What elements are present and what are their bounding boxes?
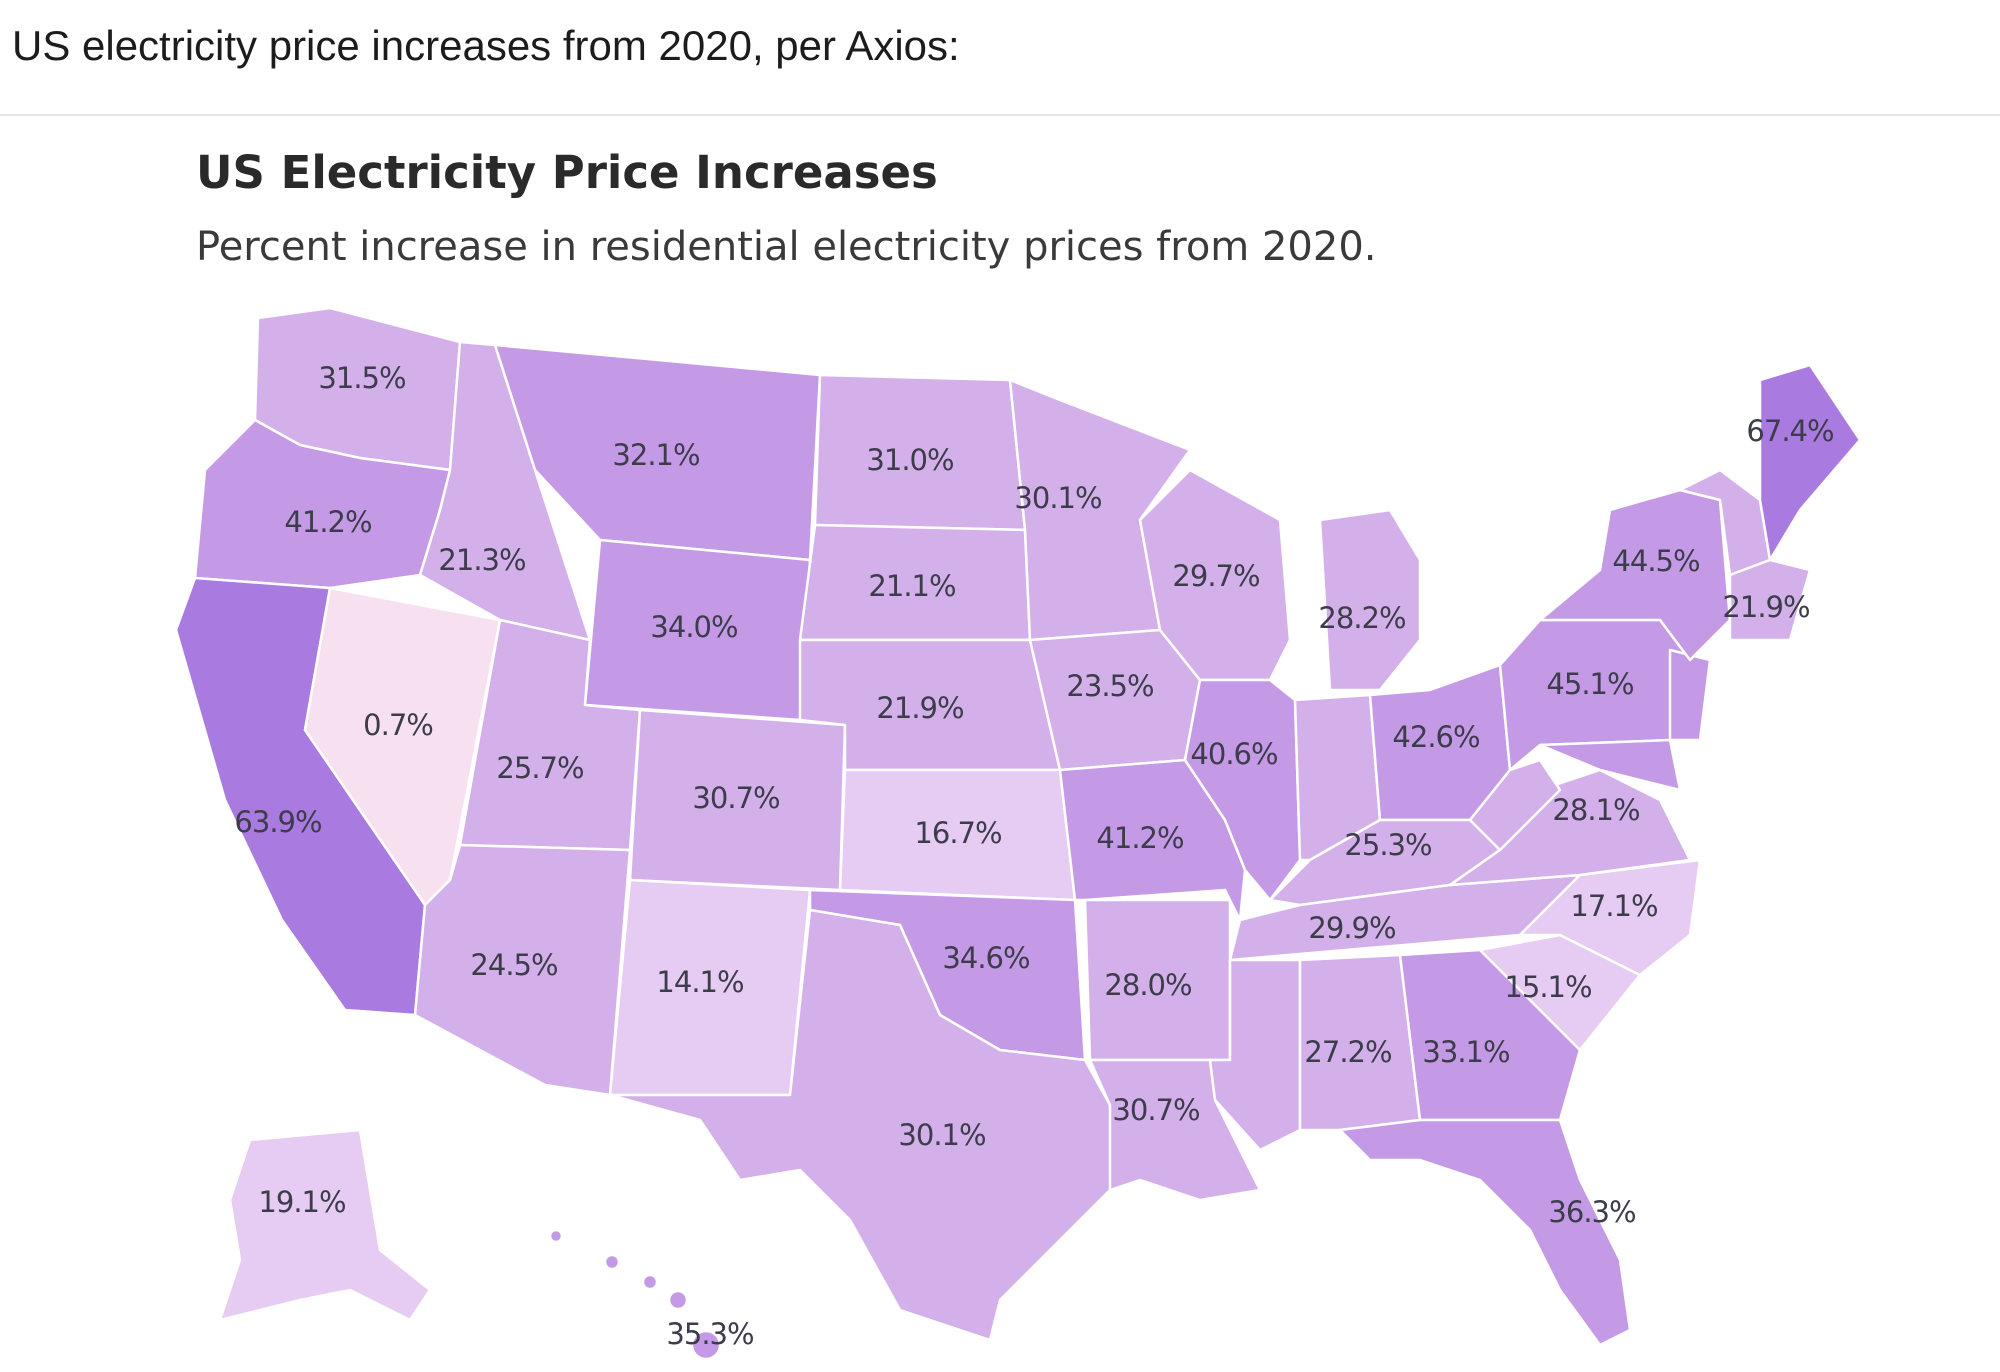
label-wyoming: 34.0% — [650, 610, 737, 644]
label-kansas: 16.7% — [914, 816, 1001, 850]
state-maine — [1758, 363, 1862, 562]
label-missouri: 41.2% — [1096, 821, 1183, 855]
label-arizona: 24.5% — [470, 948, 557, 982]
divider — [0, 114, 2000, 116]
label-utah: 25.7% — [496, 751, 583, 785]
label-hawaii: 35.3% — [666, 1317, 753, 1351]
label-georgia: 33.1% — [1422, 1035, 1509, 1069]
label-newyork: 44.5% — [1612, 544, 1699, 578]
label-illinois: 40.6% — [1190, 737, 1277, 771]
state-massachusetts — [1728, 558, 1812, 642]
state-arizona — [413, 843, 632, 1097]
state-wisconsin — [1138, 468, 1292, 682]
label-southdakota: 21.1% — [868, 569, 955, 603]
state-alaska — [218, 1128, 432, 1322]
label-northdakota: 31.0% — [866, 443, 953, 477]
label-oklahoma: 34.6% — [942, 941, 1029, 975]
hawaii-island-3 — [641, 1273, 659, 1291]
label-michigan: 28.2% — [1318, 601, 1405, 635]
label-alabama: 27.2% — [1304, 1035, 1391, 1069]
label-california: 63.9% — [234, 805, 321, 839]
state-florida — [1338, 1118, 1632, 1347]
map-title: US Electricity Price Increases — [196, 146, 938, 199]
hawaii-island-2 — [603, 1253, 621, 1271]
hawaii-island-1 — [548, 1228, 564, 1244]
state-newjersey — [1668, 648, 1712, 742]
label-florida: 36.3% — [1548, 1195, 1635, 1229]
label-nevada: 0.7% — [363, 708, 433, 742]
label-newmexico: 14.1% — [656, 965, 743, 999]
label-southcarolina: 15.1% — [1504, 970, 1591, 1004]
state-texas — [608, 908, 1117, 1342]
state-georgia — [1398, 948, 1582, 1122]
state-maryland — [1538, 738, 1682, 792]
label-colorado: 30.7% — [692, 781, 779, 815]
label-tennessee: 29.9% — [1308, 911, 1395, 945]
state-westvirginia — [1468, 758, 1562, 852]
state-hawaii — [548, 1228, 722, 1361]
label-idaho: 21.3% — [438, 543, 525, 577]
label-montana: 32.1% — [612, 438, 699, 472]
label-alaska: 19.1% — [258, 1185, 345, 1219]
label-washington: 31.5% — [318, 361, 405, 395]
label-louisiana: 30.7% — [1112, 1093, 1199, 1127]
hawaii-island-5 — [690, 1329, 722, 1361]
label-pennsylvania: 45.1% — [1546, 667, 1633, 701]
label-maine: 67.4% — [1746, 414, 1833, 448]
post-text: US electricity price increases from 2020… — [12, 22, 960, 69]
label-wisconsin: 29.7% — [1172, 559, 1259, 593]
label-ohio: 42.6% — [1392, 720, 1479, 754]
label-nebraska: 21.9% — [876, 691, 963, 725]
label-arkansas: 28.0% — [1104, 968, 1191, 1002]
label-massachusetts: 21.9% — [1722, 590, 1809, 624]
label-iowa: 23.5% — [1066, 669, 1153, 703]
state-michigan — [1318, 508, 1422, 692]
map-subtitle: Percent increase in residential electric… — [196, 224, 1377, 270]
label-kentucky: 25.3% — [1344, 828, 1431, 862]
label-texas: 30.1% — [898, 1118, 985, 1152]
label-virginia: 28.1% — [1552, 793, 1639, 827]
label-minnesota: 30.1% — [1014, 481, 1101, 515]
label-oregon: 41.2% — [284, 505, 371, 539]
label-northcarolina: 17.1% — [1570, 889, 1657, 923]
hawaii-island-4 — [667, 1289, 689, 1311]
